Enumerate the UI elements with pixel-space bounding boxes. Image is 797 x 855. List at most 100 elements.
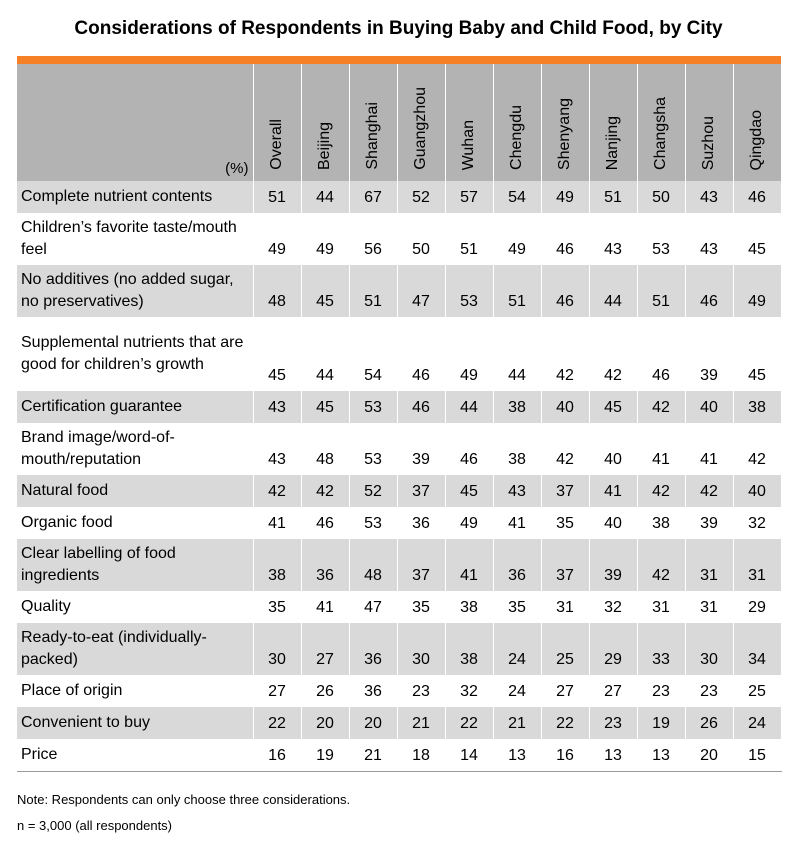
cell-value: 41 bbox=[301, 591, 350, 623]
row-label: Organic food bbox=[17, 507, 254, 539]
cell-value: 46 bbox=[685, 265, 734, 317]
cell-value: 13 bbox=[637, 739, 686, 772]
cell-value: 31 bbox=[685, 539, 734, 591]
row-label: Brand image/word-of-mouth/reputation bbox=[17, 423, 254, 475]
cell-value: 44 bbox=[445, 391, 494, 423]
cell-value: 36 bbox=[397, 507, 446, 539]
cell-value: 20 bbox=[685, 739, 734, 772]
cell-value: 31 bbox=[733, 539, 782, 591]
cell-value: 50 bbox=[637, 181, 686, 213]
chart-title: Considerations of Respondents in Buying … bbox=[74, 18, 723, 39]
cell-value: 16 bbox=[253, 739, 302, 772]
cell-value: 42 bbox=[637, 475, 686, 507]
table-row: Price 16 19 21 18 14 13 16 13 13 20 15 bbox=[17, 739, 782, 772]
cell-value: 40 bbox=[541, 391, 590, 423]
table-row: No additives (no added sugar, no preserv… bbox=[17, 265, 782, 317]
cell-value: 22 bbox=[541, 707, 590, 739]
cell-value: 40 bbox=[589, 423, 638, 475]
row-label: Quality bbox=[17, 591, 254, 623]
column-header-shanghai: Shanghai bbox=[349, 64, 398, 181]
cell-value: 41 bbox=[685, 423, 734, 475]
column-header-label: Suzhou bbox=[700, 115, 717, 170]
cell-value: 27 bbox=[589, 675, 638, 707]
cell-value: 67 bbox=[349, 181, 398, 213]
cell-value: 52 bbox=[397, 181, 446, 213]
cell-value: 39 bbox=[589, 539, 638, 591]
column-header-qingdao: Qingdao bbox=[733, 64, 782, 181]
cell-value: 22 bbox=[445, 707, 494, 739]
cell-value: 46 bbox=[541, 265, 590, 317]
cell-value: 49 bbox=[253, 213, 302, 265]
cell-value: 37 bbox=[397, 475, 446, 507]
cell-value: 21 bbox=[493, 707, 542, 739]
cell-value: 47 bbox=[397, 265, 446, 317]
cell-value: 35 bbox=[493, 591, 542, 623]
cell-value: 51 bbox=[349, 265, 398, 317]
cell-value: 38 bbox=[493, 391, 542, 423]
cell-value: 22 bbox=[253, 707, 302, 739]
accent-bar bbox=[17, 56, 781, 64]
cell-value: 46 bbox=[301, 507, 350, 539]
cell-value: 38 bbox=[253, 539, 302, 591]
row-label: Children’s favorite taste/mouth feel bbox=[17, 213, 254, 265]
cell-value: 42 bbox=[733, 423, 782, 475]
cell-value: 30 bbox=[685, 623, 734, 675]
cell-value: 20 bbox=[301, 707, 350, 739]
cell-value: 54 bbox=[349, 317, 398, 391]
column-header-guangzhou: Guangzhou bbox=[397, 64, 446, 181]
cell-value: 14 bbox=[445, 739, 494, 772]
cell-value: 51 bbox=[493, 265, 542, 317]
table-row: Ready-to-eat (individually-packed) 30 27 36… bbox=[17, 623, 782, 675]
cell-value: 35 bbox=[397, 591, 446, 623]
column-header-label: Guangzhou bbox=[412, 87, 429, 170]
cell-value: 45 bbox=[733, 213, 782, 265]
cell-value: 42 bbox=[637, 391, 686, 423]
cell-value: 30 bbox=[253, 623, 302, 675]
cell-value: 42 bbox=[589, 317, 638, 391]
cell-value: 53 bbox=[445, 265, 494, 317]
cell-value: 44 bbox=[301, 181, 350, 213]
cell-value: 49 bbox=[733, 265, 782, 317]
column-header-label: Shenyang bbox=[556, 97, 573, 170]
cell-value: 26 bbox=[685, 707, 734, 739]
cell-value: 31 bbox=[541, 591, 590, 623]
cell-value: 21 bbox=[397, 707, 446, 739]
cell-value: 53 bbox=[349, 391, 398, 423]
cell-value: 51 bbox=[445, 213, 494, 265]
cell-value: 47 bbox=[349, 591, 398, 623]
table-row: Organic food 41 46 53 36 49 41 35 40 38 39 32 bbox=[17, 507, 782, 539]
cell-value: 46 bbox=[637, 317, 686, 391]
cell-value: 34 bbox=[733, 623, 782, 675]
column-header-label: Changsha bbox=[652, 97, 669, 170]
row-label: Convenient to buy bbox=[17, 707, 254, 739]
column-header-label: Shanghai bbox=[364, 102, 381, 170]
cell-value: 23 bbox=[685, 675, 734, 707]
cell-value: 24 bbox=[493, 623, 542, 675]
cell-value: 42 bbox=[541, 423, 590, 475]
cell-value: 33 bbox=[637, 623, 686, 675]
cell-value: 48 bbox=[253, 265, 302, 317]
table-row: Certification guarantee 43 45 53 46 44 38 40 45 4… bbox=[17, 391, 782, 423]
cell-value: 15 bbox=[733, 739, 782, 772]
cell-value: 44 bbox=[589, 265, 638, 317]
cell-value: 31 bbox=[685, 591, 734, 623]
cell-value: 52 bbox=[349, 475, 398, 507]
cell-value: 24 bbox=[733, 707, 782, 739]
column-header-label: Overall bbox=[268, 119, 285, 170]
cell-value: 19 bbox=[637, 707, 686, 739]
cell-value: 48 bbox=[301, 423, 350, 475]
cell-value: 19 bbox=[301, 739, 350, 772]
cell-value: 49 bbox=[301, 213, 350, 265]
cell-value: 23 bbox=[589, 707, 638, 739]
cell-value: 46 bbox=[733, 181, 782, 213]
cell-value: 38 bbox=[445, 591, 494, 623]
cell-value: 45 bbox=[253, 317, 302, 391]
cell-value: 46 bbox=[397, 317, 446, 391]
column-header-wuhan: Wuhan bbox=[445, 64, 494, 181]
cell-value: 35 bbox=[541, 507, 590, 539]
row-label: Natural food bbox=[17, 475, 254, 507]
cell-value: 38 bbox=[493, 423, 542, 475]
cell-value: 41 bbox=[589, 475, 638, 507]
cell-value: 30 bbox=[397, 623, 446, 675]
column-header-label: Wuhan bbox=[460, 119, 477, 170]
